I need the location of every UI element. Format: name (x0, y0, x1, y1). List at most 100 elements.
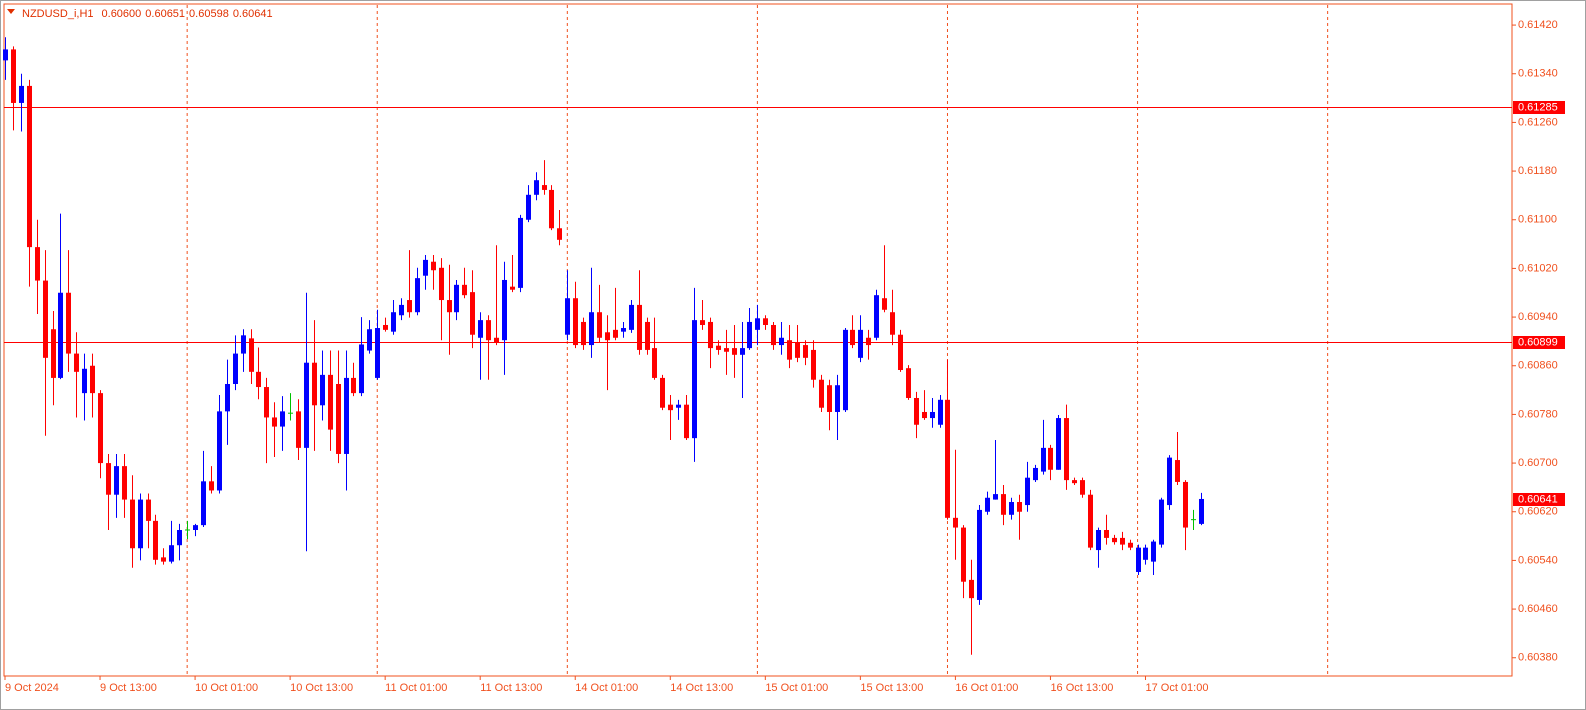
candle-body (890, 312, 895, 335)
candle-body (1009, 502, 1014, 515)
candle-body (1048, 447, 1053, 470)
candle-body (225, 383, 230, 412)
candle-body (304, 362, 309, 448)
x-tick-label: 14 Oct 01:00 (575, 682, 638, 694)
candle-body (803, 345, 808, 358)
candle-body (1151, 541, 1156, 562)
last-price-label: 0.60641 (1518, 493, 1558, 505)
candle-body (233, 353, 238, 384)
candle-body (668, 404, 673, 411)
last-price-box (1513, 493, 1565, 506)
candle-body (439, 267, 444, 301)
candle-body (526, 194, 531, 220)
x-tick-label: 10 Oct 01:00 (195, 682, 258, 694)
candle-body (1167, 457, 1172, 506)
candle-body (692, 320, 697, 439)
candle-body (462, 284, 467, 296)
candle-body (787, 340, 792, 360)
candle-body (367, 329, 372, 351)
candle-body (724, 348, 729, 352)
y-tick-label: 0.60700 (1518, 457, 1558, 469)
candle-body (945, 399, 950, 518)
candle-body (478, 320, 483, 338)
candle-body (161, 557, 166, 562)
x-tick-label: 15 Oct 01:00 (765, 682, 828, 694)
level-label: 0.60899 (1518, 336, 1558, 348)
candle-body (217, 411, 222, 491)
y-tick-label: 0.60380 (1518, 652, 1558, 664)
candle-body (90, 365, 95, 394)
y-tick-label: 0.60540 (1518, 554, 1558, 566)
x-tick-label: 11 Oct 13:00 (480, 682, 542, 694)
candle-body (1183, 481, 1188, 528)
candle-body (660, 377, 665, 408)
candle-body (597, 312, 602, 338)
x-tick-label: 17 Oct 01:00 (1145, 682, 1208, 694)
candle-body (755, 318, 760, 330)
x-tick-label: 11 Oct 01:00 (385, 682, 447, 694)
x-tick-label: 16 Oct 13:00 (1050, 682, 1113, 694)
candle-body (589, 312, 594, 346)
open-value: 0.60600 (102, 8, 142, 20)
candle-body (621, 328, 626, 332)
candle-body (82, 368, 87, 394)
candle-body (684, 404, 689, 439)
candle-body (106, 463, 111, 495)
y-tick-label: 0.60860 (1518, 360, 1558, 372)
candle-body (66, 292, 71, 354)
y-tick-label: 0.61260 (1518, 116, 1558, 128)
candle-body (280, 411, 285, 427)
candle-body (676, 404, 681, 408)
candle-body (256, 371, 261, 388)
candle-body (241, 335, 246, 354)
candle-body (272, 417, 277, 427)
x-tick-label: 9 Oct 13:00 (100, 682, 157, 694)
candle-body (1104, 529, 1109, 538)
candle-body (58, 292, 63, 378)
candle-body (264, 387, 269, 418)
candle-body (328, 374, 333, 430)
candle-body (114, 466, 119, 495)
candle-body (1056, 418, 1061, 470)
candle-body (494, 337, 499, 343)
candle-body (470, 292, 475, 335)
candle-body (383, 324, 388, 330)
candle-body (130, 499, 135, 549)
candle-body (771, 324, 776, 346)
candle-body (993, 494, 998, 500)
candle-body (510, 286, 515, 290)
candle-body (518, 217, 523, 288)
candle-body (1199, 498, 1204, 524)
candle-body (985, 497, 990, 512)
candle-body (193, 525, 198, 530)
candle-body (454, 284, 459, 313)
collapse-icon[interactable] (7, 9, 15, 14)
candle-body (779, 337, 784, 346)
candle-body (1175, 460, 1180, 482)
candle-body (391, 312, 396, 332)
y-tick-label: 0.60780 (1518, 408, 1558, 420)
level-label-box (1513, 101, 1565, 114)
candle-body (169, 545, 174, 562)
candle-body (153, 520, 158, 560)
candle-body (732, 348, 737, 355)
candle-body (700, 320, 705, 325)
symbol: NZDUSD_i,H1 (22, 8, 94, 20)
candle-body (1041, 447, 1046, 472)
candle-body (534, 180, 539, 195)
candle-body (51, 329, 56, 378)
y-tick-label: 0.60940 (1518, 311, 1558, 323)
candle-body (35, 247, 40, 281)
candle-body (312, 362, 317, 406)
y-tick-label: 0.61180 (1518, 165, 1557, 177)
candle-body (138, 499, 143, 549)
y-tick-label: 0.60620 (1518, 506, 1558, 518)
candle-body (399, 304, 404, 316)
candle-body (502, 279, 507, 341)
candle-body (249, 338, 254, 372)
candle-body (843, 329, 848, 411)
candle-body (486, 320, 491, 341)
y-tick-label: 0.61100 (1518, 214, 1557, 226)
